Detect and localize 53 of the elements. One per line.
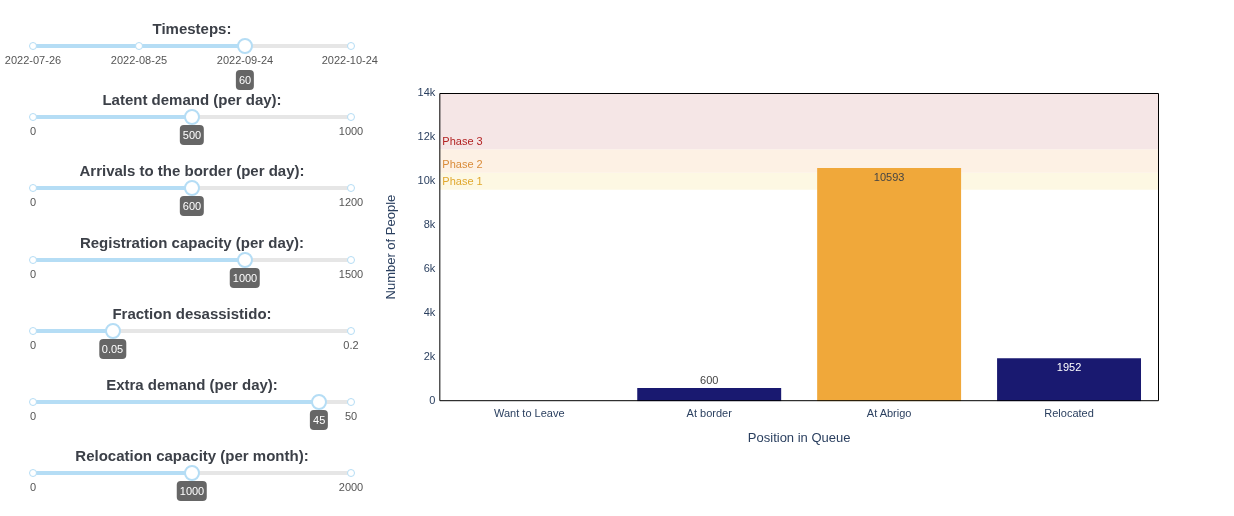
text: 600: [179, 196, 205, 217]
text: 2022-08-25: [110, 54, 168, 66]
text: 60: [235, 70, 255, 90]
y-tick-label: 8k: [423, 218, 436, 231]
text: Extra demand (per day):: [106, 376, 278, 393]
text: 2022-10-24: [321, 54, 378, 66]
text: Fraction desassistido:: [112, 304, 272, 322]
y-tick-label: 10k: [417, 174, 436, 187]
band-label: Phase 1: [442, 175, 483, 188]
band-label: Phase 3: [442, 134, 483, 147]
text: 1000: [229, 267, 261, 288]
bar: [997, 358, 1142, 402]
y-tick-label: 2k: [423, 350, 436, 363]
text: 2022-07-26: [4, 54, 62, 66]
x-tick-label: Relocated: [1044, 406, 1094, 419]
text: 0.05: [98, 338, 127, 359]
text: 500: [179, 125, 205, 146]
data-label: 10593: [873, 170, 905, 183]
text: 2022-09-24: [216, 54, 274, 66]
text: Arrivals to the border (per day):: [79, 162, 305, 180]
text: 1200: [338, 196, 364, 209]
text: 0: [29, 481, 37, 494]
text: 0: [29, 196, 37, 209]
y-tick-label: 4k: [423, 306, 436, 319]
x-tick-label: At Abrigo: [866, 406, 912, 419]
text: 1000: [176, 481, 208, 502]
text: 0: [29, 410, 37, 422]
band-label: Phase 2: [442, 158, 483, 171]
text: Registration capacity (per day):: [79, 233, 305, 251]
text: 45: [310, 410, 329, 430]
x-tick-label: Want to Leave: [494, 406, 565, 419]
text: 0: [29, 338, 37, 351]
text: Relocation capacity (per month):: [75, 447, 309, 465]
y-tick-label: 14k: [417, 86, 436, 99]
bar: [637, 387, 782, 402]
y-tick-label: 12k: [417, 130, 436, 143]
text: 2000: [338, 481, 364, 494]
x-tick-label: At border: [686, 406, 733, 419]
text: 1000: [338, 125, 364, 138]
text: 0: [29, 267, 37, 280]
x-axis-title: Position in Queue: [747, 429, 851, 445]
bar: [817, 168, 962, 402]
y-tick-label: 6k: [423, 262, 436, 275]
text: 0: [29, 125, 37, 138]
text: 50: [344, 410, 358, 422]
text: Timesteps:: [152, 20, 232, 37]
y-axis-title: Number of People: [383, 194, 399, 300]
text: 1500: [338, 267, 364, 280]
text: 0.2: [343, 338, 359, 351]
text: Latent demand (per day):: [102, 91, 282, 109]
data-label: 600: [700, 373, 719, 386]
y-tick-label: 0: [429, 394, 436, 407]
data-label: 1952: [1056, 360, 1082, 373]
